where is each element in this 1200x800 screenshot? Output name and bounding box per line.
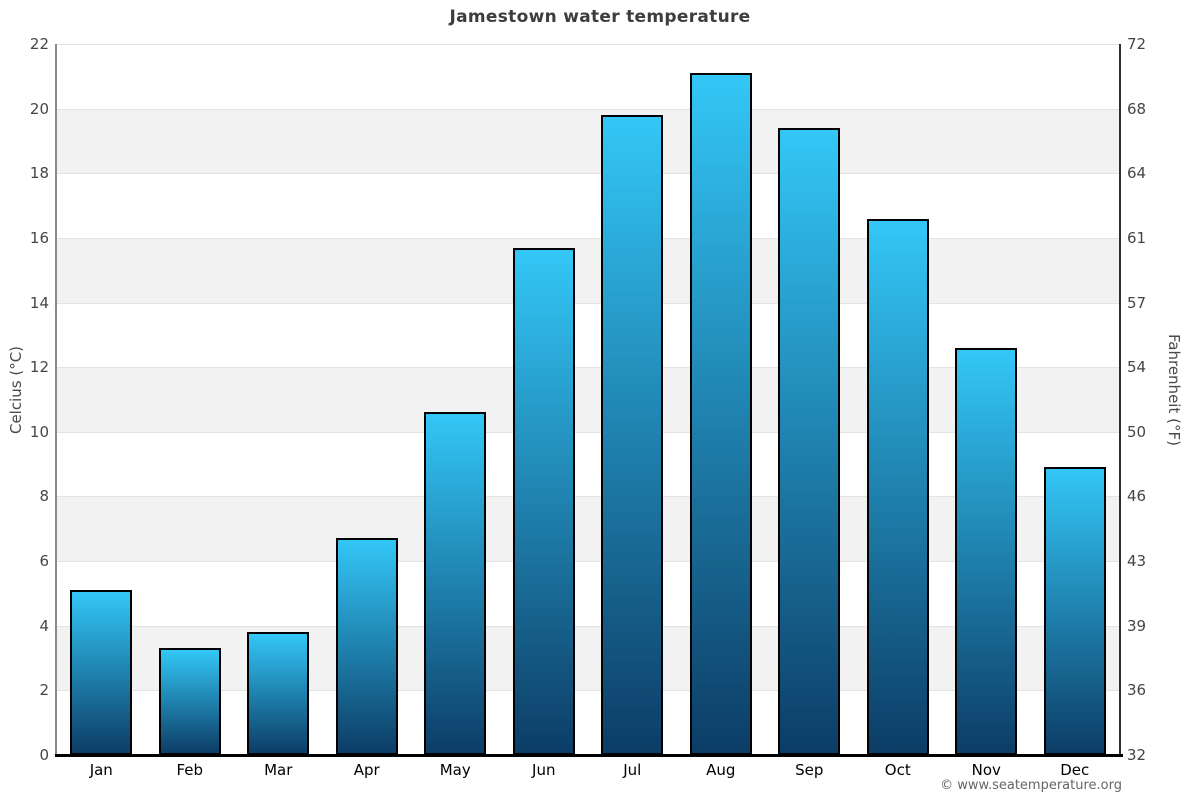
bar-mar [247,632,310,755]
gridline [57,625,1119,627]
month-label-aug: Aug [706,761,736,779]
right-axis-line [1119,44,1121,755]
chart-title: Jamestown water temperature [449,7,751,27]
bar-jul [601,115,664,755]
celsius-tick-label: 12 [29,358,49,377]
celsius-tick-label: 2 [39,681,49,700]
background-band [57,496,1119,562]
bar-apr [335,538,398,755]
fahrenheit-tick-label: 72 [1127,35,1147,53]
background-band [57,237,1119,303]
background-band [57,108,1119,174]
month-label-jul: Jul [623,761,642,779]
gridline [57,302,1119,304]
month-label-apr: Apr [353,761,380,779]
month-label-dec: Dec [1060,761,1090,779]
fahrenheit-tick-label: 32 [1127,746,1147,764]
bar-jan [70,590,133,755]
fahrenheit-tick-label: 68 [1127,99,1147,118]
gridline [57,173,1119,175]
gridline [57,237,1119,239]
background-band [57,367,1119,432]
month-label-nov: Nov [971,761,1001,779]
background-band [57,302,1119,368]
celsius-tick-label: 10 [29,422,49,441]
month-label-feb: Feb [176,761,204,779]
celsius-tick-label: 8 [39,487,49,506]
fahrenheit-tick-label: 36 [1127,681,1147,700]
copyright-footer: © www.seatemperature.org [940,778,1122,793]
month-label-jan: Jan [89,761,113,779]
background-band [57,173,1119,238]
bar-aug [689,73,752,755]
gridline [57,561,1119,563]
month-label-may: May [439,761,471,779]
month-label-oct: Oct [884,761,911,779]
gridline [57,367,1119,369]
celsius-tick-label: 16 [29,228,49,247]
fahrenheit-tick-label: 43 [1127,552,1147,571]
background-band [57,431,1119,497]
bar-nov [955,347,1018,755]
bar-sep [778,128,841,755]
celsius-tick-label: 20 [29,99,49,118]
bar-jun [512,247,575,755]
celsius-tick-label: 22 [29,35,49,53]
month-label-sep: Sep [795,761,824,779]
fahrenheit-tick-label: 61 [1127,228,1147,247]
bottom-axis-line [55,754,1123,757]
celsius-tick-label: 18 [29,164,49,183]
fahrenheit-tick-label: 64 [1127,164,1147,183]
bar-oct [866,218,929,755]
gridline [57,44,1119,45]
left-axis-line [55,44,57,755]
gridline [57,431,1119,433]
plot-area [57,44,1119,755]
celsius-tick-label: 14 [29,293,49,312]
gridline [57,108,1119,110]
celsius-tick-label: 6 [39,552,49,571]
background-band [57,690,1119,755]
background-band [57,625,1119,691]
fahrenheit-tick-label: 50 [1127,422,1147,441]
background-band [57,561,1119,626]
celsius-tick-label: 0 [39,746,49,764]
fahrenheit-tick-label: 39 [1127,616,1147,635]
gridline [57,690,1119,692]
bar-feb [158,648,221,755]
celsius-tick-label: 4 [39,616,49,635]
fahrenheit-tick-label: 57 [1127,293,1147,312]
fahrenheit-tick-label: 54 [1127,358,1147,377]
background-band [57,44,1119,109]
month-label-jun: Jun [532,761,556,779]
gridline [57,496,1119,498]
fahrenheit-tick-label: 46 [1127,487,1147,506]
bar-may [424,412,487,755]
bar-dec [1043,467,1106,755]
month-label-mar: Mar [264,761,293,779]
